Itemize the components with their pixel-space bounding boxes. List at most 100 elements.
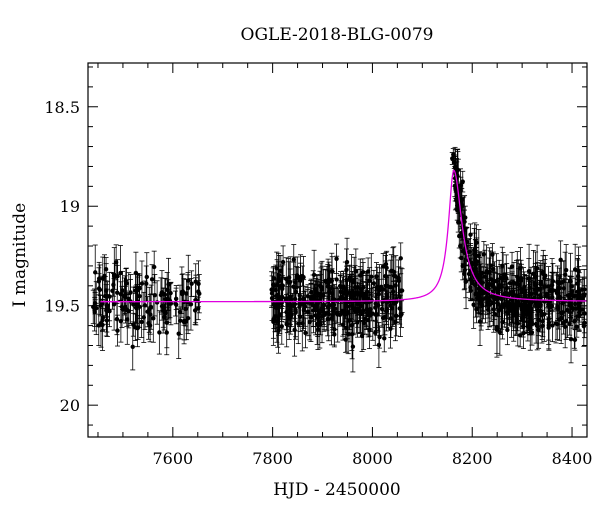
- data-point: [297, 297, 303, 302]
- data-point: [456, 219, 461, 225]
- data-point: [487, 302, 493, 307]
- data-point: [344, 293, 349, 298]
- data-point: [383, 283, 389, 289]
- data-point: [538, 301, 543, 307]
- data-point: [124, 307, 130, 313]
- data-point: [329, 268, 335, 274]
- data-point: [107, 294, 112, 299]
- tick-labels: 7600 7800 8000 8200 8400 18.5 19 19.5 20: [44, 98, 592, 468]
- data-point: [97, 287, 103, 293]
- data-point: [572, 267, 578, 272]
- data-point: [284, 276, 289, 282]
- data-point: [463, 279, 468, 285]
- data-point: [568, 292, 573, 298]
- data-point: [557, 317, 562, 322]
- data-point: [499, 305, 505, 311]
- data-point: [581, 323, 587, 329]
- data-point: [576, 288, 582, 294]
- data-point: [157, 330, 162, 335]
- data-point: [519, 306, 524, 311]
- data-point: [481, 252, 487, 257]
- data-point: [574, 306, 579, 311]
- data-point: [396, 275, 401, 281]
- data-point: [162, 292, 168, 297]
- data-point: [274, 293, 279, 299]
- x-tick-label: 7600: [152, 449, 193, 468]
- data-point: [394, 313, 399, 319]
- data-point: [565, 307, 570, 313]
- data-point: [189, 281, 194, 286]
- data-point: [534, 291, 539, 296]
- data-point: [535, 323, 540, 329]
- data-point: [197, 291, 202, 296]
- data-point: [505, 301, 510, 306]
- data-point: [115, 328, 120, 333]
- data-point: [546, 317, 551, 322]
- data-point: [473, 292, 478, 297]
- data-point: [560, 301, 566, 306]
- data-point: [494, 324, 500, 330]
- data-point: [137, 293, 142, 299]
- data-point: [499, 283, 504, 289]
- data-point: [92, 301, 98, 306]
- data-point: [303, 330, 308, 336]
- data-point: [518, 333, 523, 338]
- data-point: [343, 337, 348, 342]
- data-point: [144, 274, 149, 280]
- data-point: [305, 309, 311, 314]
- data-point: [293, 309, 298, 314]
- data-point: [280, 286, 285, 292]
- data-point: [341, 284, 346, 289]
- data-point: [98, 303, 103, 308]
- data-point: [151, 264, 157, 270]
- data-point: [354, 307, 359, 312]
- y-tick-label: 20: [60, 396, 80, 415]
- data-point: [96, 279, 102, 284]
- data-point: [178, 318, 183, 323]
- data-point: [130, 344, 135, 349]
- data-point: [139, 281, 145, 286]
- data-point: [135, 325, 141, 330]
- data-point: [542, 311, 547, 317]
- data-point: [562, 324, 568, 329]
- y-tick-label: 19.5: [44, 297, 80, 316]
- data-point: [192, 308, 198, 313]
- data-point: [280, 259, 286, 265]
- data-point: [363, 290, 369, 296]
- axis-ticks: [88, 63, 587, 437]
- data-point: [149, 277, 155, 282]
- data-point: [374, 274, 379, 279]
- data-point: [376, 342, 382, 348]
- data-point: [347, 318, 353, 323]
- data-point: [563, 267, 569, 273]
- data-point: [504, 285, 509, 291]
- data-point: [483, 295, 488, 301]
- data-point: [283, 298, 289, 304]
- data-point: [453, 188, 458, 193]
- data-point: [500, 319, 505, 325]
- data-point: [568, 337, 574, 342]
- x-tick-label: 8400: [552, 449, 593, 468]
- data-point: [451, 152, 456, 157]
- data-point: [179, 289, 185, 295]
- data-point: [388, 303, 393, 308]
- data-point: [481, 290, 486, 296]
- data-point: [271, 275, 276, 281]
- data-point: [507, 290, 513, 296]
- data-point: [561, 320, 566, 326]
- data-point: [543, 273, 548, 278]
- data-point: [367, 313, 373, 318]
- data-point: [301, 307, 307, 313]
- data-point: [185, 285, 191, 291]
- data-point: [184, 291, 189, 296]
- data-point: [350, 288, 355, 294]
- data-point: [457, 233, 462, 239]
- data-point: [350, 344, 356, 349]
- data-point: [330, 303, 336, 308]
- data-point: [369, 274, 374, 279]
- data-point: [476, 253, 482, 258]
- data-point: [474, 307, 479, 312]
- data-point: [567, 321, 572, 327]
